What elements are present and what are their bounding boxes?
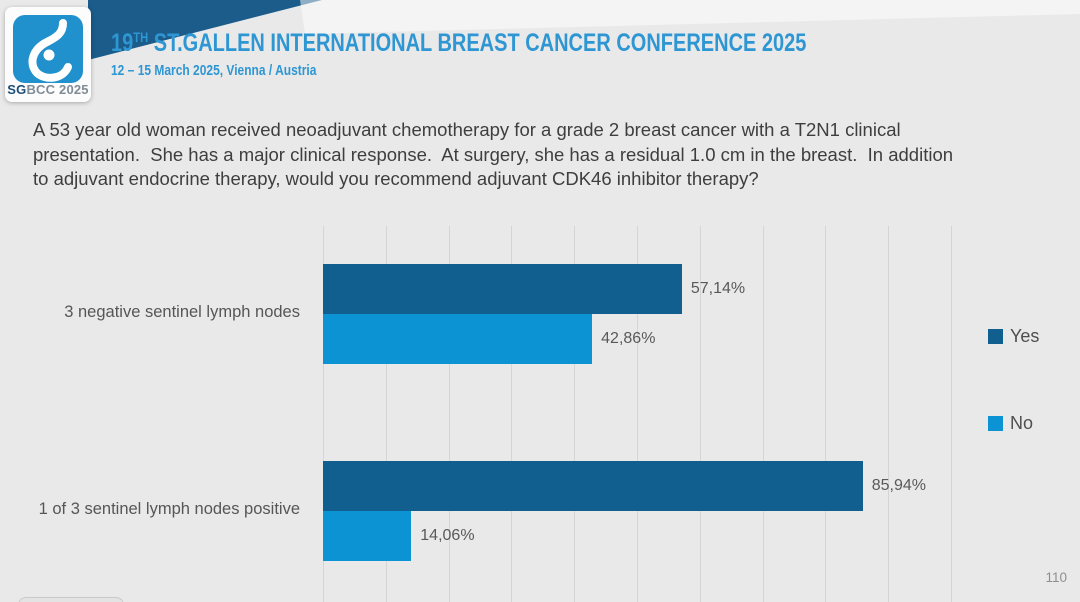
bar-value-label: 42,86% [601,330,656,347]
gridline [386,226,387,602]
gridline [511,226,512,602]
sgbcc-logo-text: SGBCC 2025 [5,82,91,97]
title-ordinal-sup: TH [133,29,149,45]
gridline [700,226,701,602]
bar-yes-group1 [323,264,682,314]
sgbcc-logo: SGBCC 2025 [5,7,91,102]
gridline [825,226,826,602]
legend-label: Yes [1010,326,1040,346]
title-text: ST.GALLEN INTERNATIONAL BREAST CANCER CO… [148,29,807,57]
category-label: 1 of 3 sentinel lymph nodes positive [38,500,300,518]
gridline [637,226,638,602]
breast-glyph-icon [28,19,72,82]
logo-text-rest: BCC 2025 [26,82,89,97]
bar-value-label: 57,14% [690,280,746,297]
poll-question-text: A 53 year old woman received neoadjuvant… [33,119,959,190]
gridline [888,226,889,602]
sgbcc-logo-mark [13,15,83,83]
gridline [574,226,575,602]
conference-title: 19TH ST.GALLEN INTERNATIONAL BREAST CANC… [111,29,806,58]
bar-value-label: 85,94% [871,477,926,494]
gridline [323,226,324,602]
legend-swatch-yes [988,329,1003,344]
gridline [763,226,764,602]
category-label: 3 negative sentinel lymph nodes [64,303,300,321]
legend-swatch-no [988,416,1003,431]
legend: Yes No [988,0,1080,602]
bar-yes-group2 [323,461,863,511]
bar-value-label: 14,06% [420,527,475,544]
plot-area: 57,14% 42,86% 3 negative sentinel lymph no… [39,226,952,602]
legend-label: No [1010,413,1034,433]
legend-item-yes: Yes [988,326,1039,347]
legend-item-no: No [988,413,1033,434]
logo-text-sg: SG [7,82,27,97]
bar-no-group1 [323,314,593,364]
gridline [449,226,450,602]
bottom-edge-element [18,597,124,602]
gridline [951,226,952,602]
conference-subtitle: 12 – 15 March 2025, Vienna / Austria [111,62,317,79]
bar-no-group2 [323,511,412,561]
page-number: 110 [1045,570,1067,585]
title-number: 19 [111,29,134,57]
